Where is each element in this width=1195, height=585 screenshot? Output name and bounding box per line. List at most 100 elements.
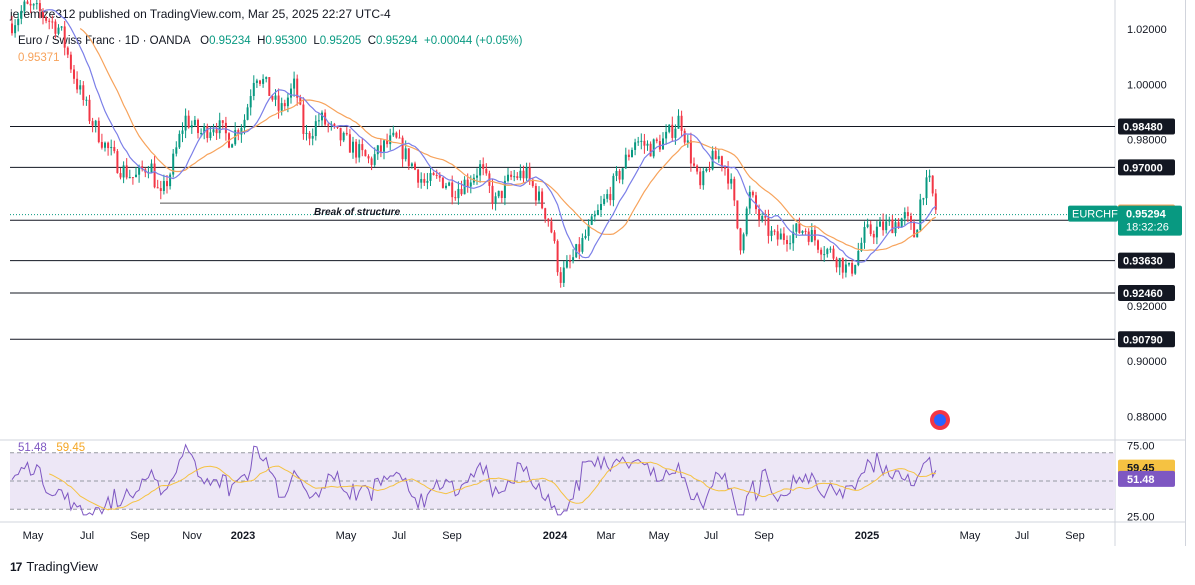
candle-body [519, 170, 522, 179]
candle-body [925, 177, 928, 199]
candle-body [817, 240, 819, 250]
candle-body [891, 219, 894, 234]
candle-body [348, 134, 351, 153]
candle-body [801, 230, 804, 234]
candle-body [479, 164, 482, 176]
candle-body [290, 88, 292, 98]
candle-body [457, 188, 460, 199]
footer: 17 TradingView [10, 559, 98, 574]
candle-body [810, 229, 813, 242]
candle-body [32, 4, 35, 6]
candle-body [603, 198, 606, 205]
candle-body [66, 47, 69, 55]
candle-body [243, 119, 246, 128]
candle-body [733, 178, 736, 201]
candle-body [197, 119, 199, 134]
rsi-legend-value: 51.48 [18, 442, 47, 454]
candle-body [296, 78, 299, 98]
candle-body [897, 222, 900, 228]
candle-body [770, 230, 773, 236]
candle-body [305, 132, 308, 134]
candle-body [466, 179, 469, 187]
candle-body [528, 167, 531, 180]
candle-body [547, 218, 550, 222]
open-value: 0.95234 [209, 35, 251, 47]
economic-event-icon-inner [934, 414, 946, 426]
candle-body [79, 85, 82, 90]
candle-body [717, 156, 720, 160]
candle-body [621, 168, 624, 180]
candle-body [392, 132, 395, 136]
candle-body [398, 137, 401, 139]
candle-body [364, 150, 367, 157]
candle-body [141, 166, 144, 170]
candle-body [699, 171, 702, 186]
time-tick-label: Sep [754, 530, 774, 542]
low-value: 0.95205 [319, 35, 362, 47]
level-price-badge [1118, 118, 1175, 135]
candle-body [804, 230, 807, 232]
symbol-legend: Euro / Swiss Franc · 1D · OANDA O0.95234… [18, 35, 522, 47]
publisher-line: jeremize312 published on TradingView.com… [10, 7, 391, 21]
candle-body [727, 168, 730, 184]
candle-body [882, 221, 885, 231]
candle-body [764, 216, 767, 218]
candle-body [181, 130, 184, 134]
time-tick-label: Sep [130, 530, 150, 542]
candle-body [776, 231, 779, 240]
candle-body [100, 142, 103, 148]
candle-body [11, 23, 13, 34]
candle-body [531, 179, 534, 186]
candle-body [410, 163, 413, 166]
candle-body [128, 177, 131, 179]
candle-body [906, 212, 909, 216]
candle-body [683, 130, 686, 143]
candle-body [60, 26, 63, 28]
candle-body [29, 3, 32, 6]
candle-body [345, 132, 348, 135]
candle-body [671, 124, 674, 138]
candle-body [17, 18, 20, 26]
rsi-badge-label: 51.48 [1127, 474, 1155, 486]
candle-body [159, 188, 162, 191]
price-tick-label: 0.88000 [1127, 411, 1167, 423]
close-value: 0.95294 [376, 35, 418, 47]
candle-body [420, 179, 423, 183]
candle-body [311, 136, 314, 139]
level-price-badge [1118, 159, 1175, 176]
candle-body [395, 132, 398, 138]
price-chart[interactable]: 1.02000 1.00000 0.98000 0.92000 0.90000 0.880… [0, 0, 1195, 555]
candle-body [668, 124, 671, 132]
candle-body [200, 132, 203, 134]
candle-body [795, 223, 798, 232]
candle-body [135, 174, 137, 178]
time-tick-label: Jul [704, 530, 718, 542]
candle-body [556, 241, 559, 273]
candle-body [643, 140, 646, 146]
candle-body [35, 3, 38, 5]
candle-body [640, 140, 643, 142]
low-label: L [313, 35, 320, 47]
candle-body [835, 258, 838, 268]
candle-body [361, 144, 364, 151]
candle-body [618, 170, 621, 180]
candle-body [88, 99, 91, 122]
candle-body [339, 127, 342, 141]
candle-body [314, 121, 317, 137]
candle-body [680, 115, 683, 131]
rsi-badge [1118, 470, 1175, 487]
level-price-badge [1118, 285, 1175, 302]
candle-body [404, 148, 407, 160]
symbol-badge-label: EURCHF [1072, 209, 1118, 221]
candle-body [559, 272, 562, 283]
candle-body [844, 264, 847, 273]
candle-body [485, 168, 488, 174]
candle-body [373, 154, 376, 165]
symbol-title[interactable]: Euro / Swiss Franc · 1D · OANDA [18, 35, 191, 47]
candle-body [534, 185, 537, 201]
candle-body [358, 144, 361, 158]
candle-body [913, 222, 916, 238]
candle-body [869, 224, 872, 234]
candle-body [516, 176, 519, 179]
price-tick-label: 1.00000 [1127, 79, 1167, 91]
